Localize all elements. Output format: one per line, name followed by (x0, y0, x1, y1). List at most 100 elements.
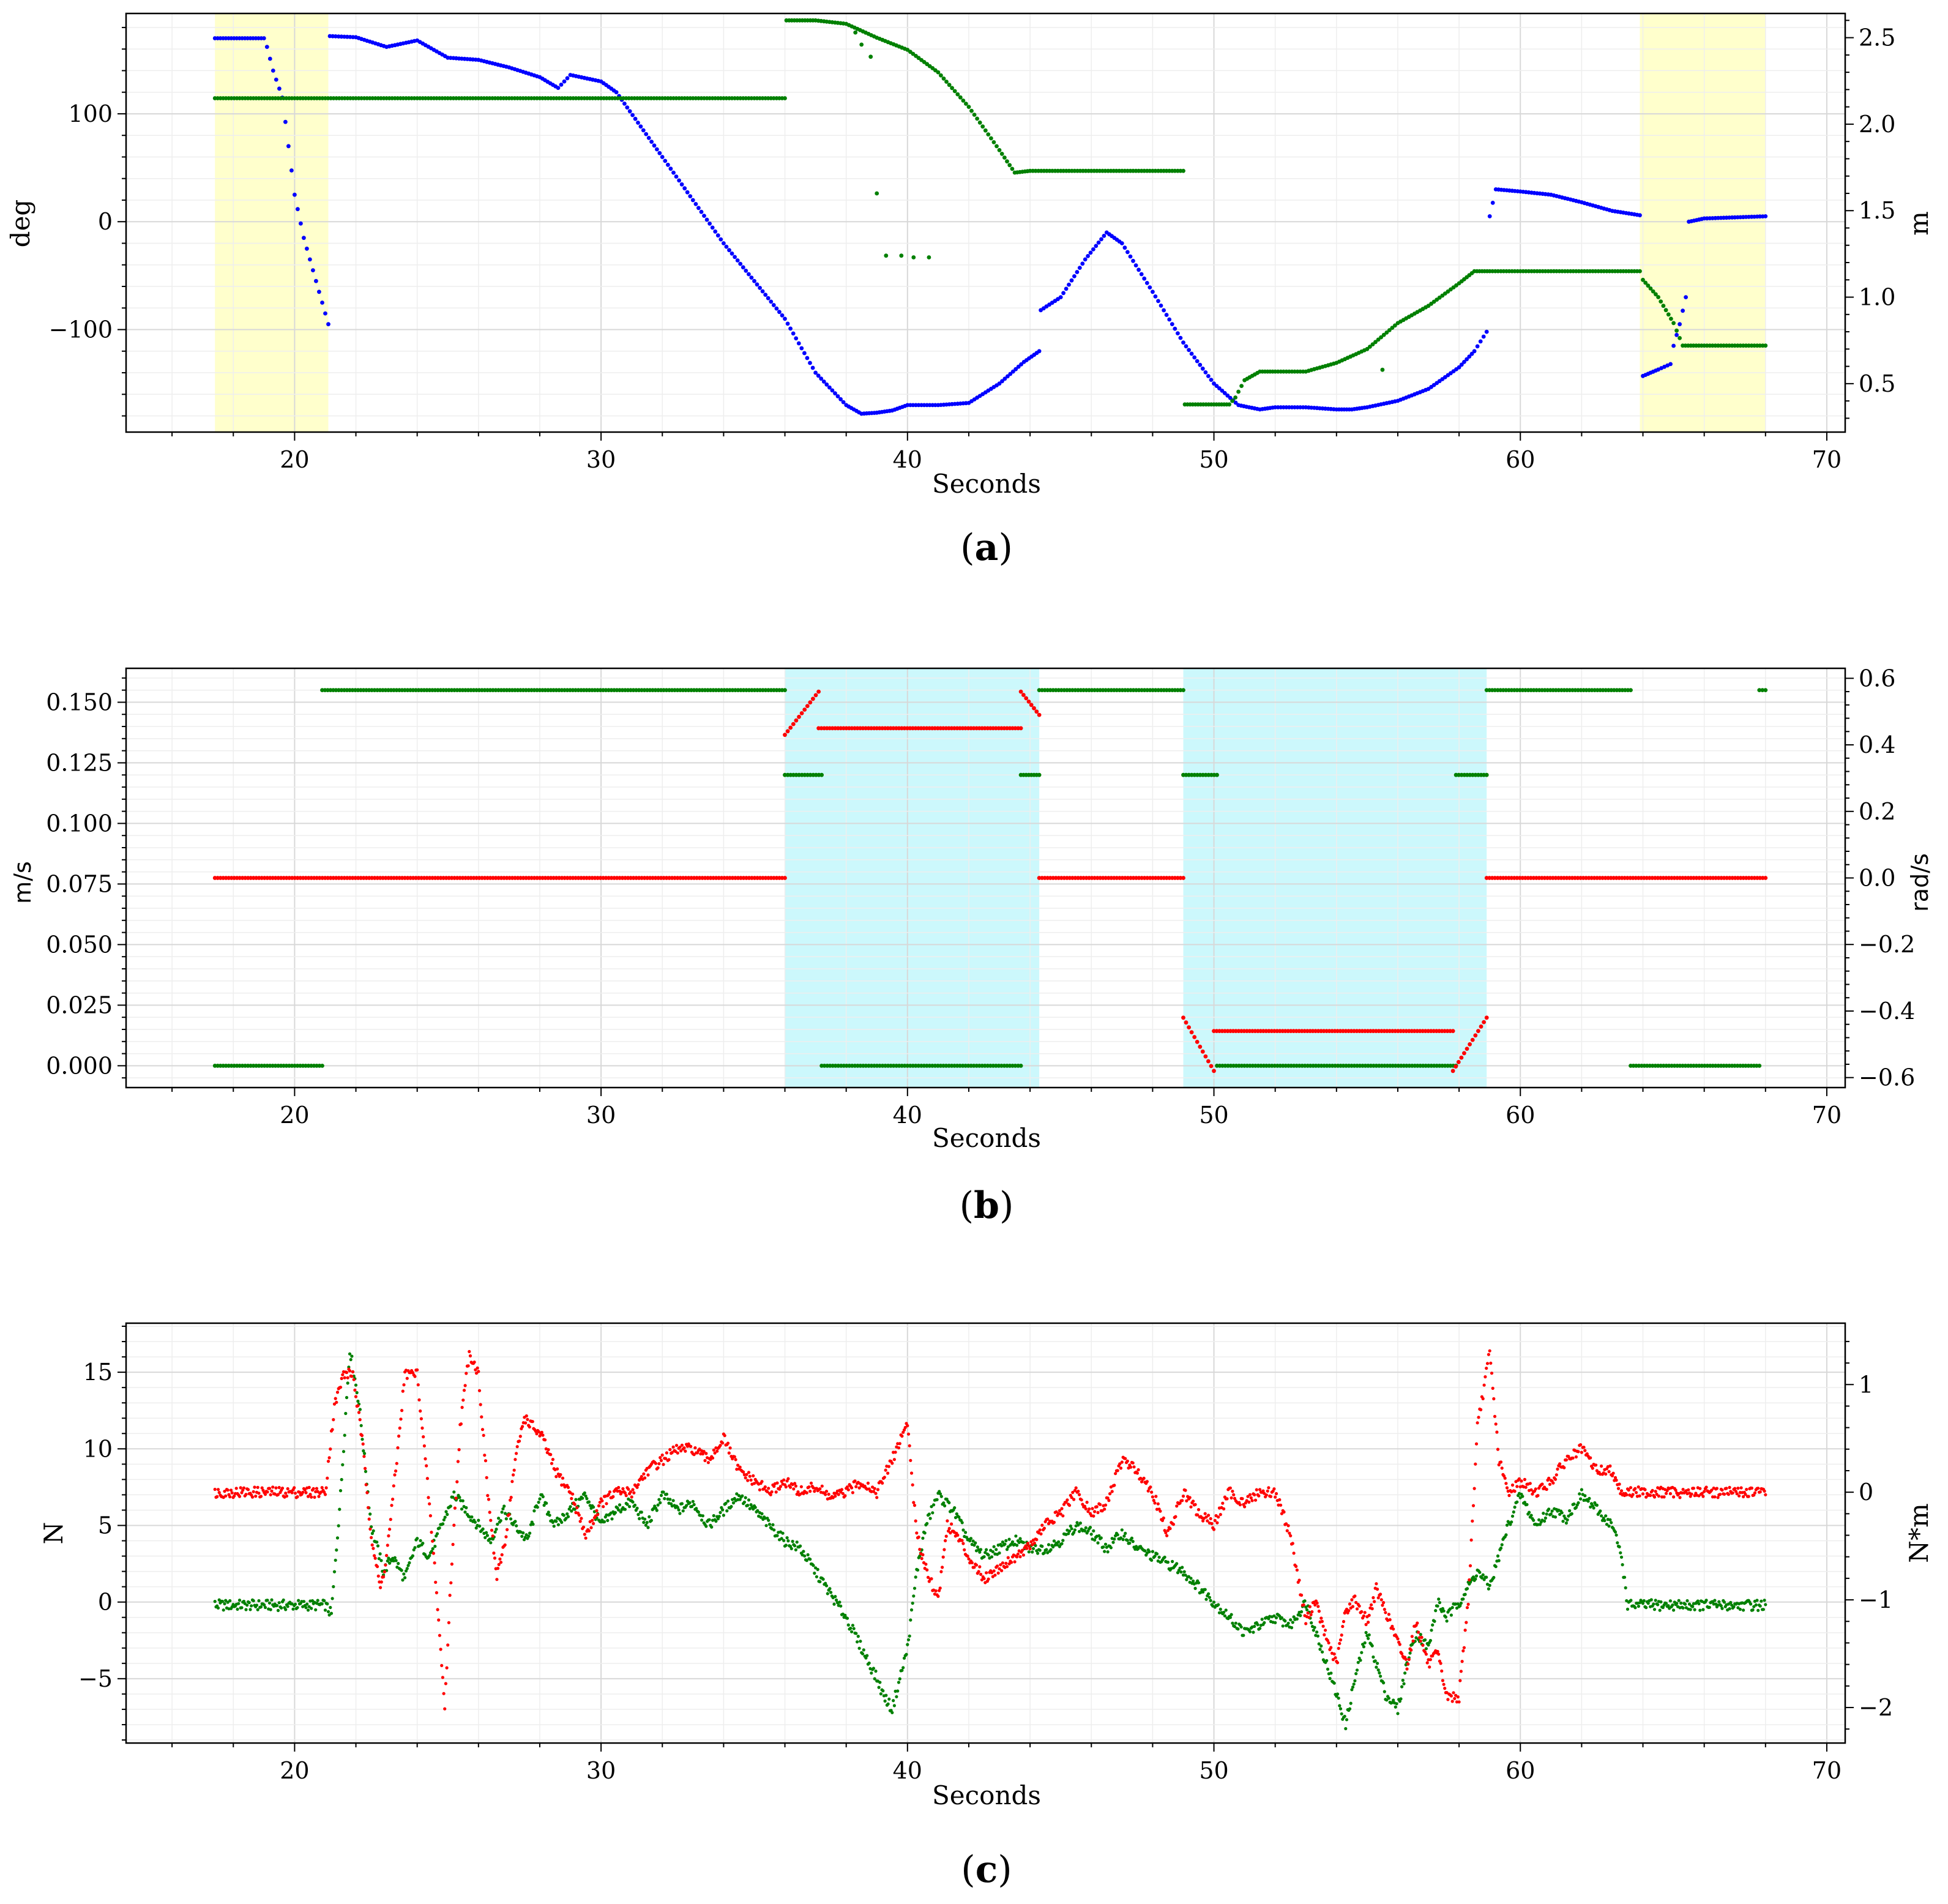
data-point (1209, 378, 1214, 382)
ylabel-left-b: m/s (9, 861, 36, 904)
data-point (499, 1561, 503, 1564)
data-point (1150, 1490, 1154, 1494)
data-point (721, 1441, 725, 1445)
data-point (1478, 1570, 1482, 1574)
y-axis-right: 2.52.01.51.00.5 (1845, 20, 1895, 419)
data-point (1182, 1570, 1186, 1574)
data-point (513, 1520, 517, 1523)
data-point (676, 1451, 679, 1455)
data-point (680, 1502, 684, 1506)
data-point (1568, 1509, 1572, 1513)
data-point (1106, 1550, 1110, 1554)
data-point (1481, 334, 1486, 339)
data-point (714, 1519, 718, 1523)
data-point (1212, 1600, 1216, 1604)
data-point (808, 700, 813, 705)
data-point (1228, 395, 1233, 400)
data-point (1144, 281, 1149, 285)
data-point (818, 1580, 822, 1583)
data-point (1242, 1633, 1245, 1637)
data-point (764, 1524, 768, 1528)
data-point (284, 1608, 288, 1611)
data-point (982, 1577, 986, 1580)
data-point (1173, 326, 1177, 331)
data-point (1368, 345, 1372, 349)
data-point (777, 310, 782, 315)
xlabel-a: Seconds (932, 469, 1041, 499)
data-point (245, 1603, 249, 1607)
data-point (1701, 1608, 1705, 1611)
data-point (657, 151, 662, 155)
data-point (1016, 364, 1021, 369)
data-point (257, 1491, 261, 1495)
data-point (950, 1522, 953, 1526)
data-point (256, 1485, 259, 1489)
data-point (548, 1514, 551, 1517)
data-point (446, 1643, 450, 1647)
data-point (916, 1568, 920, 1572)
data-point (1600, 1514, 1603, 1518)
data-point (1707, 1605, 1711, 1609)
data-point (1021, 1548, 1024, 1552)
data-point (259, 1605, 263, 1609)
data-point (1393, 323, 1397, 328)
data-point (938, 1586, 942, 1590)
data-point (845, 1616, 849, 1620)
data-point (1340, 1712, 1343, 1715)
data-point (898, 1442, 901, 1446)
data-point (562, 1514, 565, 1517)
data-point (828, 1587, 832, 1591)
data-point (1008, 371, 1013, 376)
data-point (1472, 349, 1477, 354)
data-point (821, 1577, 825, 1581)
data-point (852, 1627, 856, 1630)
data-point (310, 1607, 313, 1610)
data-point (1089, 1533, 1093, 1536)
data-point (376, 1565, 379, 1569)
data-point (624, 1494, 628, 1498)
data-point (391, 1498, 395, 1501)
data-point (571, 1492, 575, 1496)
data-point (979, 1548, 983, 1551)
data-point (1080, 1498, 1083, 1502)
data-point (275, 1603, 279, 1607)
data-point (643, 1476, 647, 1480)
data-point (1212, 381, 1216, 386)
data-point (338, 1386, 343, 1389)
data-point (824, 1493, 827, 1496)
data-point (1103, 1550, 1106, 1553)
data-point (280, 1487, 285, 1490)
data-point (979, 1572, 983, 1576)
data-point (1367, 1637, 1370, 1640)
data-point (625, 105, 630, 110)
data-point (874, 1669, 878, 1673)
data-point (352, 1378, 356, 1381)
data-point (1450, 1606, 1454, 1610)
data-point (911, 1483, 914, 1487)
data-point (946, 1519, 949, 1523)
data-point (416, 1383, 420, 1387)
data-point (1102, 1545, 1105, 1549)
data-point (1002, 376, 1007, 381)
data-point (1136, 267, 1141, 272)
data-point (512, 1473, 515, 1477)
data-point (1488, 1583, 1491, 1587)
data-point (839, 1604, 843, 1608)
data-point (850, 1630, 854, 1633)
data-point (296, 1495, 299, 1499)
data-point (1754, 1603, 1758, 1607)
data-point (1691, 1605, 1695, 1608)
data-point (1728, 1607, 1731, 1611)
data-point (789, 1547, 793, 1550)
data-point (362, 1455, 366, 1458)
data-point (838, 1600, 842, 1604)
data-point (1013, 1560, 1017, 1564)
data-point (1343, 1714, 1346, 1718)
data-point (892, 1704, 896, 1708)
data-point (585, 1497, 589, 1501)
data-point (1084, 1507, 1088, 1510)
data-point (320, 1064, 324, 1068)
data-point (884, 253, 889, 258)
data-point (1380, 367, 1385, 372)
data-point (581, 1525, 586, 1529)
